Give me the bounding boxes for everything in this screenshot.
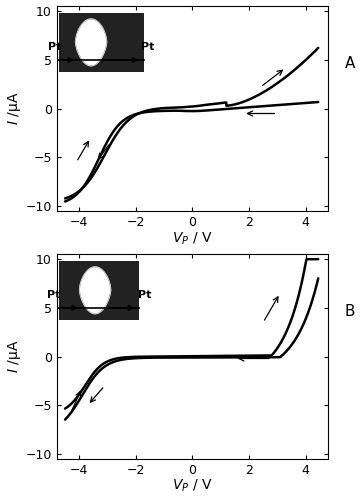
- Polygon shape: [79, 267, 111, 314]
- Text: Pt: Pt: [47, 290, 60, 300]
- X-axis label: $V_P$ / V: $V_P$ / V: [172, 478, 213, 494]
- Bar: [59, 261, 139, 320]
- Bar: [59, 13, 144, 72]
- Text: B: B: [344, 304, 355, 318]
- Text: Pt: Pt: [138, 290, 152, 300]
- Polygon shape: [75, 19, 106, 66]
- Text: Pt: Pt: [48, 42, 61, 52]
- Text: A: A: [344, 56, 355, 70]
- Y-axis label: $I$ /μA: $I$ /μA: [5, 340, 22, 373]
- X-axis label: $V_P$ / V: $V_P$ / V: [172, 230, 213, 246]
- Text: Pt: Pt: [141, 42, 155, 52]
- Y-axis label: $I$ /μA: $I$ /μA: [5, 92, 22, 126]
